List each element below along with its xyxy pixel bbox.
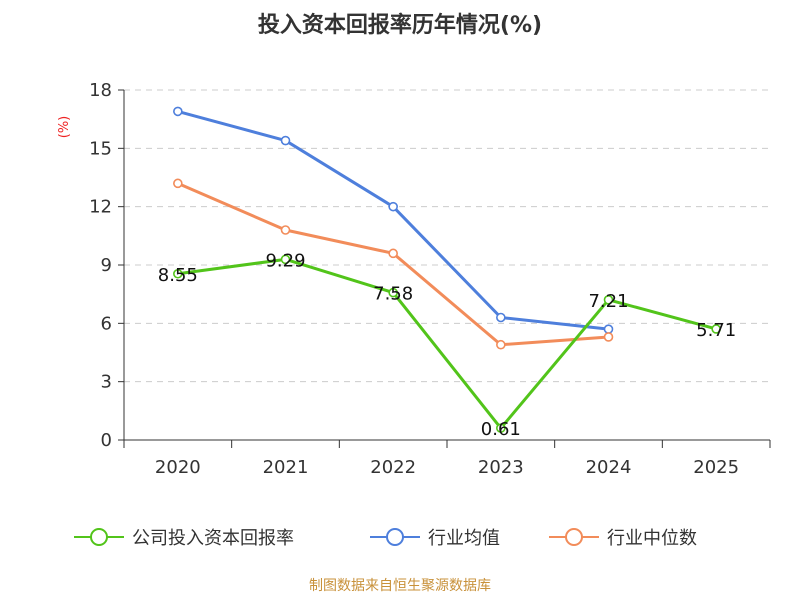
data-point[interactable]: [496, 339, 506, 350]
y-tick-label: 6: [101, 313, 112, 334]
legend-label: 行业均值: [428, 528, 500, 549]
data-label: 5.71: [696, 320, 736, 341]
x-tick-label: 2025: [693, 457, 739, 478]
chart-title: 投入资本回报率历年情况(%): [258, 12, 542, 38]
y-tick-label: 0: [101, 430, 112, 451]
data-point[interactable]: [496, 423, 506, 433]
legend[interactable]: 公司投入资本回报率 行业均值 行业中位数: [74, 528, 697, 549]
y-tick-label: 18: [89, 80, 112, 101]
data-label: 8.55: [158, 265, 198, 286]
legend-marker: [565, 528, 583, 546]
x-tick-label: 2024: [586, 457, 632, 478]
series-layer: [173, 106, 721, 433]
series-0: [173, 254, 721, 433]
data-point[interactable]: [388, 248, 398, 259]
y-axis-label: (%): [57, 116, 72, 139]
axes: 0 3 6 9 12 15 18 2020 2021 2022 2023 2024 2025: [89, 80, 771, 478]
data-point[interactable]: [280, 225, 291, 235]
legend-marker: [386, 528, 404, 546]
y-tick-label: 9: [101, 255, 112, 276]
y-tick-label: 15: [89, 138, 112, 159]
x-tick-label: 2021: [263, 457, 309, 478]
data-point[interactable]: [280, 135, 291, 146]
legend-label: 行业中位数: [607, 528, 697, 549]
series-2: [173, 178, 614, 350]
legend-item[interactable]: 行业中位数: [549, 528, 697, 549]
data-label: 7.58: [373, 284, 413, 305]
data-label: 9.29: [265, 250, 305, 271]
data-point[interactable]: [603, 295, 614, 305]
grid: [124, 89, 770, 383]
series-1: [173, 106, 614, 334]
y-tick-label: 12: [89, 197, 112, 218]
data-point[interactable]: [496, 312, 506, 323]
legend-marker: [90, 528, 108, 546]
x-tick-label: 2023: [478, 457, 524, 478]
data-labels: 8.55 9.29 7.58 0.61 7.21 5.71: [158, 250, 736, 440]
x-tick-label: 2022: [370, 457, 416, 478]
x-tick-label: 2020: [155, 457, 201, 478]
legend-item[interactable]: 公司投入资本回报率: [74, 528, 294, 549]
data-point[interactable]: [173, 106, 183, 117]
data-point[interactable]: [603, 324, 614, 334]
legend-label: 公司投入资本回报率: [132, 528, 294, 549]
data-point[interactable]: [173, 268, 183, 279]
data-point[interactable]: [280, 254, 291, 265]
y-tick-label: 3: [101, 372, 112, 393]
data-point[interactable]: [388, 287, 398, 298]
series-line: [177, 257, 717, 430]
data-point[interactable]: [173, 178, 183, 189]
data-point[interactable]: [603, 332, 614, 342]
data-point[interactable]: [711, 324, 721, 334]
source-note: 制图数据来自恒生聚源数据库: [309, 578, 491, 594]
data-label: 7.21: [588, 291, 628, 312]
data-point[interactable]: [388, 201, 398, 212]
data-label: 0.61: [481, 419, 521, 440]
legend-item[interactable]: 行业均值: [370, 528, 500, 549]
